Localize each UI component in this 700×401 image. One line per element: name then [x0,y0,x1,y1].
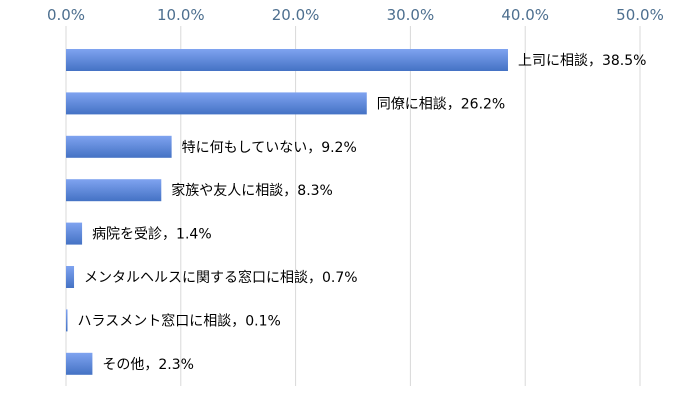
data-label: 同僚に相談，26.2% [377,96,505,112]
grid-lines [65,26,641,386]
x-tick-label: 50.0% [616,6,664,24]
x-axis-tick-labels: 0.0% 10.0% 20.0% 30.0% 40.0% 50.0% [47,6,664,24]
bar [66,49,508,71]
bar [66,352,93,375]
bar [66,222,83,245]
bar [66,92,367,115]
x-tick-label: 10.0% [157,6,205,24]
data-labels: 上司に相談，38.5% 同僚に相談，26.2% 特に何もしていない，9.2% 家族や友… [78,53,647,373]
x-tick-label: 40.0% [501,6,549,24]
data-label: その他，2.3% [102,357,194,373]
bar [66,309,68,332]
bar [66,179,162,202]
x-tick-label: 30.0% [387,6,435,24]
x-tick-label: 20.0% [272,6,320,24]
x-tick-label: 0.0% [47,6,85,24]
data-label: 特に何もしていない，9.2% [182,140,357,156]
bars [66,49,508,375]
bar [66,266,75,288]
data-label: 病院を受診，1.4% [92,227,212,243]
bar [66,135,172,158]
data-label: ハラスメント窓口に相談，0.1% [78,312,281,329]
data-label: 家族や友人に相談，8.3% [171,182,333,199]
data-label: メンタルヘルスに関する窓口に相談，0.7% [84,269,358,286]
data-label: 上司に相談，38.5% [518,53,646,69]
